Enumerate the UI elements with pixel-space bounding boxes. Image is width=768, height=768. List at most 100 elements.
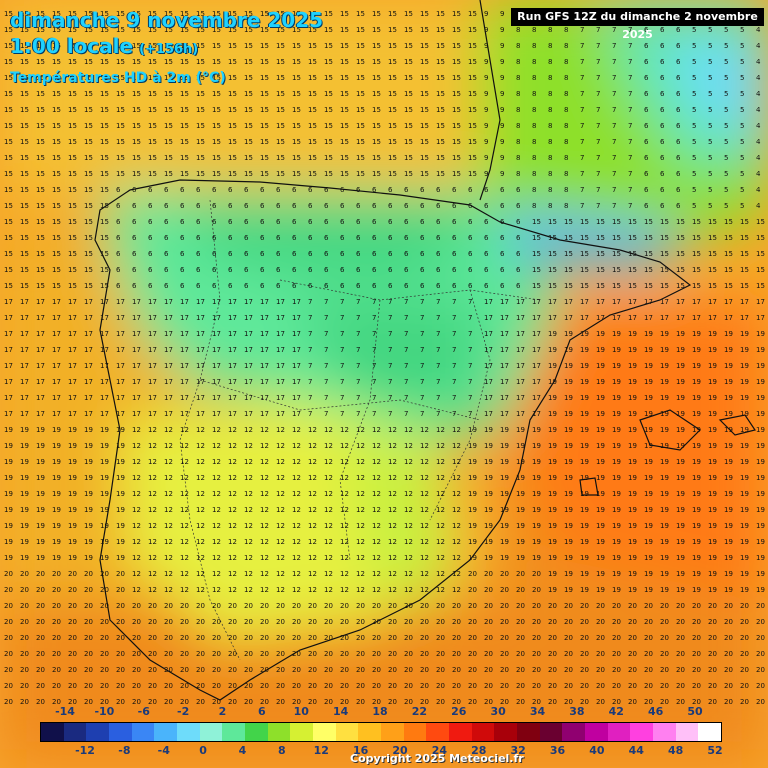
- temperature-value: 17: [196, 378, 205, 386]
- temperature-value: 6: [292, 234, 297, 242]
- temperature-value: 15: [740, 218, 749, 226]
- temperature-value: 12: [324, 522, 333, 530]
- temperature-value: 7: [372, 394, 376, 402]
- temperature-value: 12: [260, 586, 269, 594]
- temperature-value: 15: [420, 10, 429, 18]
- temperature-value: 19: [692, 538, 701, 546]
- temperature-value: 12: [372, 458, 381, 466]
- temperature-value: 19: [84, 458, 93, 466]
- temperature-value: 15: [644, 282, 653, 290]
- temperature-value: 15: [548, 250, 557, 258]
- temperature-value: 6: [660, 106, 665, 114]
- temperature-value: 15: [36, 58, 45, 66]
- temperature-value: 4: [756, 202, 761, 210]
- temperature-value: 15: [100, 170, 109, 178]
- temperature-value: 20: [564, 666, 573, 674]
- temperature-value: 12: [148, 570, 157, 578]
- temperature-value: 15: [100, 218, 109, 226]
- temperature-value: 20: [100, 682, 109, 690]
- temperature-value: 17: [228, 378, 237, 386]
- temperature-value: 15: [420, 122, 429, 130]
- legend-swatch: [154, 723, 178, 741]
- temperature-value: 15: [596, 218, 605, 226]
- temperature-value: 15: [132, 122, 141, 130]
- temperature-value: 12: [388, 426, 397, 434]
- temperature-value: 15: [596, 234, 605, 242]
- temperature-value: 15: [708, 250, 717, 258]
- temperature-value: 6: [452, 218, 457, 226]
- temperature-value: 20: [388, 666, 397, 674]
- temperature-value: 12: [372, 474, 381, 482]
- temperature-value: 17: [484, 362, 493, 370]
- temperature-value: 20: [708, 666, 717, 674]
- temperature-value: 15: [676, 266, 685, 274]
- temperature-value: 7: [404, 410, 408, 418]
- temperature-value: 5: [724, 122, 728, 130]
- temperature-value: 12: [452, 522, 461, 530]
- temperature-value: 20: [260, 666, 269, 674]
- temperature-value: 20: [532, 602, 541, 610]
- temperature-value: 15: [292, 106, 301, 114]
- temperature-value: 6: [276, 202, 281, 210]
- temperature-value: 6: [244, 282, 249, 290]
- temperature-value: 15: [612, 266, 621, 274]
- temperature-value: 19: [644, 570, 653, 578]
- temperature-value: 15: [452, 106, 461, 114]
- temperature-value: 19: [580, 522, 589, 530]
- temperature-value: 12: [436, 586, 445, 594]
- temperature-value: 20: [532, 570, 541, 578]
- temperature-value: 12: [372, 538, 381, 546]
- temperature-value: 19: [660, 506, 669, 514]
- temperature-value: 8: [548, 186, 552, 194]
- temperature-value: 19: [756, 474, 765, 482]
- temperature-value: 19: [548, 538, 557, 546]
- temperature-value: 19: [116, 458, 125, 466]
- temperature-value: 20: [484, 618, 493, 626]
- temperature-value: 6: [436, 282, 441, 290]
- temperature-value: 15: [708, 218, 717, 226]
- temperature-value: 6: [292, 266, 297, 274]
- temperature-value: 19: [4, 490, 13, 498]
- temperature-value: 19: [660, 554, 669, 562]
- legend-tick-lower: 48: [667, 744, 684, 757]
- temperature-value: 5: [724, 154, 728, 162]
- temperature-value: 17: [276, 394, 285, 402]
- temperature-value: 6: [180, 218, 185, 226]
- temperature-value: 20: [372, 666, 381, 674]
- temperature-value: 15: [52, 90, 61, 98]
- temperature-value: 20: [692, 650, 701, 658]
- temperature-value: 15: [84, 106, 93, 114]
- temperature-value: 19: [36, 458, 45, 466]
- temperature-value: 19: [676, 522, 685, 530]
- temperature-value: 20: [148, 602, 157, 610]
- temperature-value: 6: [516, 186, 521, 194]
- temperature-value: 15: [580, 282, 589, 290]
- temperature-value: 7: [404, 330, 408, 338]
- temperature-value: 19: [724, 410, 733, 418]
- temperature-value: 15: [164, 42, 173, 50]
- temperature-value: 15: [372, 58, 381, 66]
- temperature-value: 19: [612, 506, 621, 514]
- temperature-value: 20: [292, 618, 301, 626]
- temperature-value: 20: [180, 634, 189, 642]
- legend-swatch: [675, 723, 699, 741]
- temperature-value: 20: [164, 602, 173, 610]
- legend-tick-lower: 20: [392, 744, 408, 757]
- temperature-value: 15: [308, 26, 317, 34]
- temperature-value: 15: [452, 10, 461, 18]
- temperature-value: 5: [708, 138, 712, 146]
- temperature-value: 12: [164, 554, 173, 562]
- temperature-value: 20: [356, 618, 365, 626]
- temperature-value: 20: [532, 586, 541, 594]
- temperature-value: 19: [740, 426, 749, 434]
- temperature-value: 20: [20, 666, 29, 674]
- temperature-value: 20: [260, 602, 269, 610]
- temperature-value: 20: [548, 650, 557, 658]
- temperature-value: 6: [660, 122, 665, 130]
- temperature-value: 15: [260, 122, 269, 130]
- temperature-value: 12: [180, 570, 189, 578]
- temperature-value: 4: [756, 186, 761, 194]
- temperature-value: 7: [596, 138, 600, 146]
- legend-swatch: [267, 723, 291, 741]
- temperature-value: 15: [4, 90, 13, 98]
